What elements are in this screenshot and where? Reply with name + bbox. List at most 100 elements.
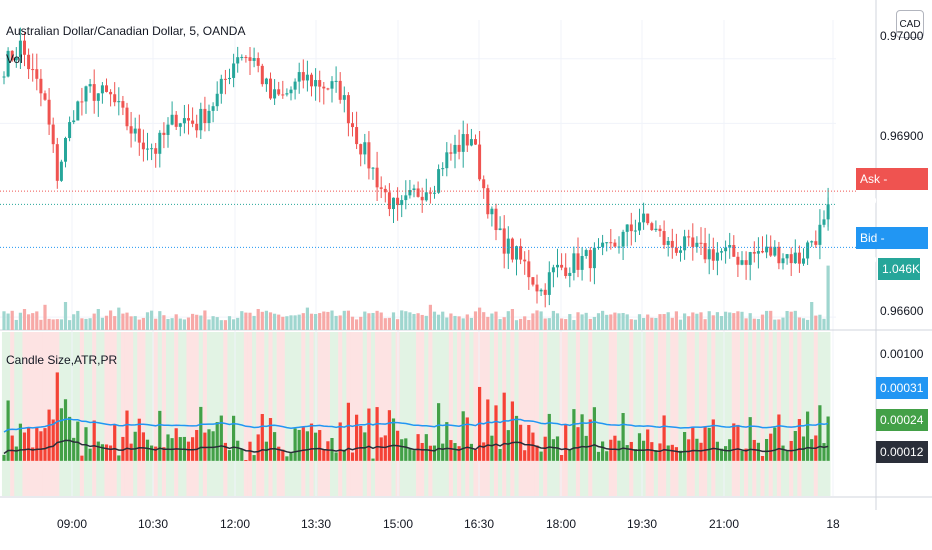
candle-body <box>707 249 711 260</box>
volume-bar <box>174 314 178 330</box>
candle-body <box>379 187 383 189</box>
indicator-bg-bar <box>284 332 290 496</box>
indicator-bg-bar <box>674 332 679 496</box>
volume-bar <box>744 318 748 330</box>
indicator-bg-bar <box>424 332 429 496</box>
candle-size-bar <box>576 427 580 461</box>
volume-bar <box>219 320 223 330</box>
volume-bar <box>338 315 342 330</box>
candle-size-bar <box>609 439 613 461</box>
indicator-bg-bar <box>649 332 655 496</box>
candle-body <box>277 89 281 95</box>
indicator-bg-bar <box>481 332 487 496</box>
candle-body <box>39 78 43 94</box>
indicator-bg-bar <box>465 332 470 496</box>
indicator-bg-bar <box>190 332 195 496</box>
candle-body <box>728 245 732 248</box>
candle-size-bar <box>100 444 104 461</box>
indicator-bg-bar <box>420 332 425 496</box>
indicator-bg-bar <box>797 332 802 496</box>
indicator-bg-bar <box>10 332 15 496</box>
candle-size-bar <box>88 448 92 461</box>
candle-body <box>195 123 199 131</box>
volume-bar <box>748 313 752 330</box>
volume-bar <box>691 312 695 330</box>
indicator-bg-bar <box>272 332 277 496</box>
volume-bar <box>547 318 551 330</box>
candle-size-bar <box>252 455 256 461</box>
candle-size-bar <box>514 415 519 461</box>
volume-bar <box>277 314 281 330</box>
volume-bar <box>519 318 523 330</box>
indicator-bg-bar <box>145 332 150 496</box>
candle-size-bar <box>104 444 109 461</box>
candle-body <box>14 57 18 61</box>
candle-size-bar <box>658 443 662 461</box>
indicator-bg-bar <box>662 332 667 496</box>
volume-bar <box>350 316 355 330</box>
candle-size-bar <box>584 435 588 461</box>
candle-body <box>301 72 305 81</box>
candle-size-bar <box>371 458 375 461</box>
volume-bar <box>781 317 785 330</box>
currency-button[interactable]: CAD <box>896 10 924 38</box>
candle-body <box>178 123 182 127</box>
volume-bar <box>121 313 125 330</box>
volume-bar <box>506 311 510 330</box>
candle-body <box>310 74 313 87</box>
candle-size-bar <box>527 424 531 461</box>
volume-bar <box>514 320 519 330</box>
volume-bar <box>724 311 728 330</box>
candle-body <box>59 161 63 181</box>
volume-bar <box>588 318 592 330</box>
indicator-bg-bar <box>612 332 618 496</box>
volume-bar <box>355 319 359 330</box>
candle-size-bar <box>482 442 486 461</box>
candle-body <box>445 152 449 169</box>
indicator-bg-bar <box>768 332 774 496</box>
candle-size-bar <box>568 449 572 461</box>
candle-body <box>802 258 805 264</box>
candle-size-bar <box>400 439 404 461</box>
candle-size-bar <box>547 413 551 461</box>
candle-size-bar <box>31 447 35 461</box>
indicator-bg-bar <box>354 332 359 496</box>
candle-body <box>121 101 125 108</box>
indicator-bg-bar <box>362 332 368 496</box>
candle-size-bar <box>601 441 605 461</box>
candle-size-bar <box>211 431 215 461</box>
candle-body <box>215 93 219 107</box>
indicator-bg-bar <box>38 332 44 496</box>
time-label-5: 16:30 <box>463 517 495 531</box>
indicator-bg-bar <box>247 332 253 496</box>
indicator-bg-bar <box>325 332 331 496</box>
candle-body <box>769 246 773 256</box>
candle-body <box>31 69 35 71</box>
volume-bar <box>625 314 629 330</box>
volume-bar <box>797 317 801 330</box>
volume-bar <box>334 315 338 330</box>
candle-size-bar <box>240 449 244 461</box>
candle-body <box>387 192 391 210</box>
candle-body <box>281 94 285 96</box>
volume-bar <box>125 312 129 330</box>
candle-body <box>346 95 350 124</box>
candle-size-bar <box>605 451 609 461</box>
indicator-label[interactable]: Candle Size,ATR,PR <box>6 353 118 367</box>
candle-body <box>572 253 576 273</box>
volume-label[interactable]: Vol <box>6 52 23 66</box>
indicator-bg-bar <box>391 332 396 496</box>
candle-body <box>474 139 477 145</box>
candle-body <box>560 264 564 268</box>
candle-size-bar <box>334 452 338 461</box>
candle-body <box>613 242 617 247</box>
volume-bar <box>330 310 334 330</box>
indicator-bg-bar <box>329 332 335 496</box>
volume-bar <box>88 318 92 330</box>
indicator-bg-bar <box>104 332 109 496</box>
indicator-bg-bar <box>715 332 720 496</box>
candle-body <box>797 252 801 264</box>
candle-body <box>182 118 186 124</box>
volume-bar <box>215 317 219 330</box>
